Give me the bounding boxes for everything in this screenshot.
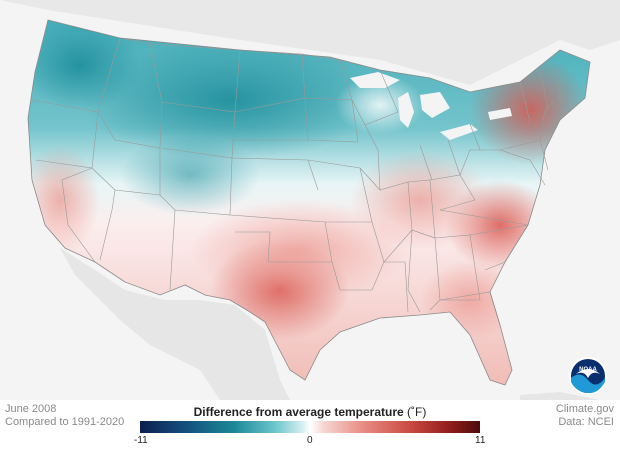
state-borders: [31, 37, 561, 326]
great-lakes: [350, 72, 512, 140]
map-meta-left: June 2008 Compared to 1991-2020: [5, 403, 124, 429]
legend-mid-label: 0: [307, 435, 313, 446]
map-footer: June 2008 Compared to 1991-2020 Differen…: [0, 400, 620, 450]
credit-data: Data: NCEI: [558, 416, 614, 428]
legend-unit: (˚F): [407, 405, 427, 419]
temperature-anomaly-map: NOAA: [0, 0, 620, 400]
credit-source: Climate.gov: [555, 403, 614, 415]
legend-color-bar: [140, 421, 480, 433]
noaa-logo-text: NOAA: [579, 367, 597, 373]
month-label: June 2008: [5, 403, 57, 415]
noaa-logo: NOAA: [569, 357, 607, 395]
cuba-landmass: [520, 392, 600, 400]
canada-landmass: [0, 0, 620, 85]
baseline-label: Compared to 1991-2020: [5, 416, 125, 428]
map-credits: Climate.gov Data: NCEI: [556, 403, 614, 429]
legend-title: Difference from average temperature (˚F): [140, 405, 480, 419]
legend-title-text: Difference from average temperature: [193, 405, 404, 419]
legend-max-label: 11: [475, 435, 486, 446]
conus-outline: [27, 19, 591, 386]
map-canvas: [0, 0, 620, 400]
conus-anomaly-shading: [28, 20, 590, 385]
mexico-landmass: [60, 248, 290, 400]
legend-min-label: -11: [134, 435, 148, 446]
